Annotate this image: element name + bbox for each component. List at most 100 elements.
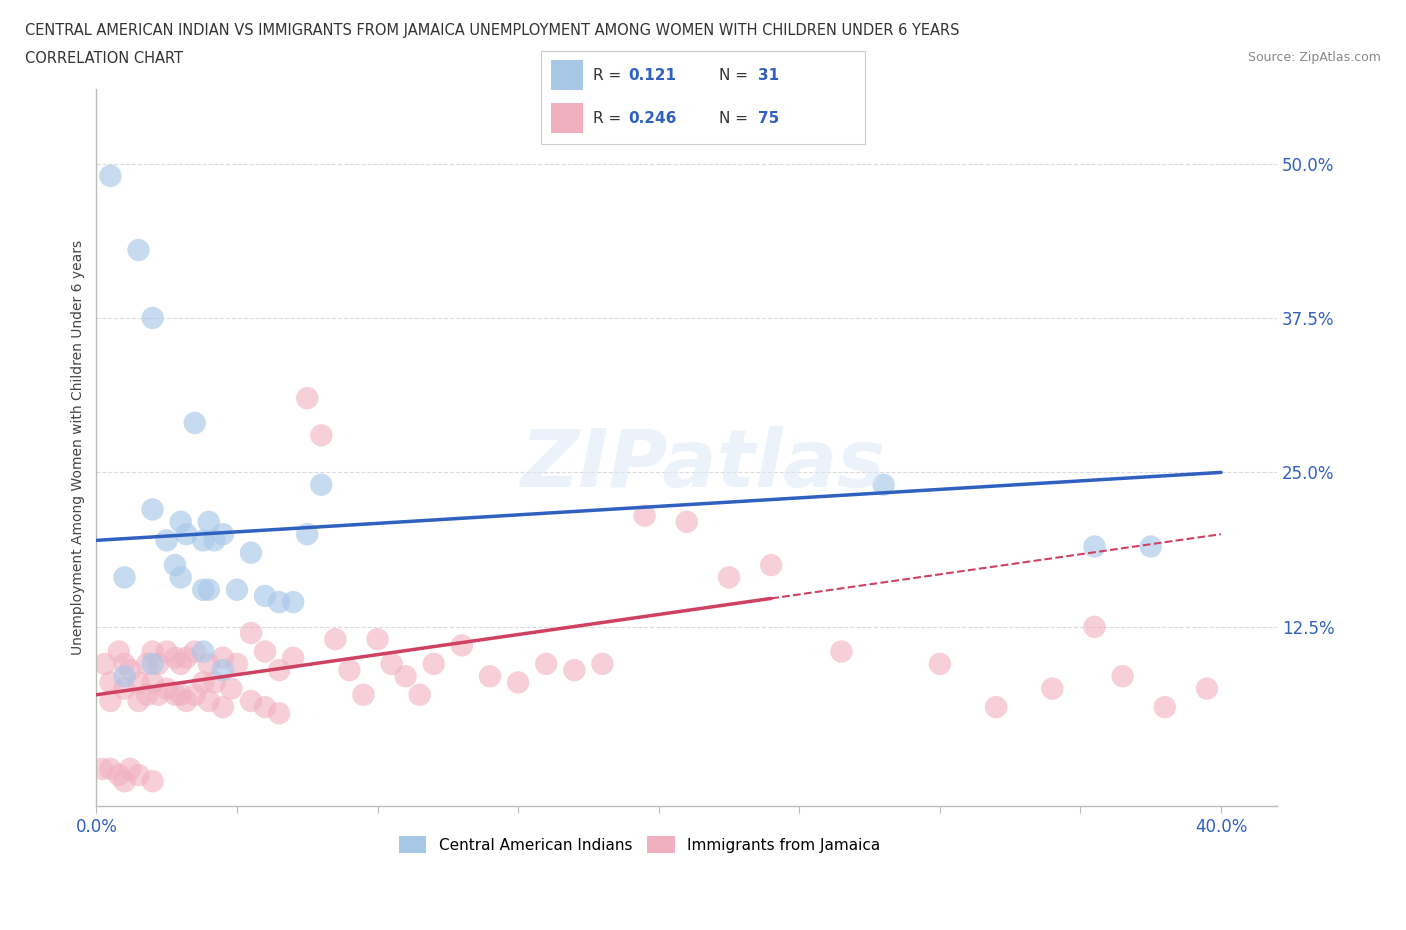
Point	[170, 570, 193, 585]
Point	[1040, 681, 1063, 696]
Point	[156, 644, 179, 659]
Point	[633, 508, 655, 523]
Point	[94, 657, 117, 671]
Point	[184, 687, 207, 702]
Point	[128, 675, 150, 690]
Point	[830, 644, 852, 659]
Point	[114, 657, 136, 671]
Point	[176, 650, 198, 665]
Point	[142, 311, 165, 325]
Point	[381, 657, 404, 671]
Point	[311, 477, 333, 492]
Point	[212, 699, 235, 714]
Point	[269, 594, 291, 609]
Point	[591, 657, 613, 671]
Point	[717, 570, 740, 585]
Point	[204, 533, 226, 548]
Point	[100, 694, 122, 709]
Point	[226, 657, 249, 671]
Point	[759, 558, 782, 573]
Point	[479, 669, 502, 684]
Point	[193, 675, 215, 690]
Point	[204, 675, 226, 690]
Point	[367, 631, 389, 646]
Point	[339, 663, 361, 678]
Point	[226, 582, 249, 597]
Point	[311, 428, 333, 443]
Point	[148, 687, 170, 702]
Text: R =: R =	[593, 111, 621, 126]
Point	[136, 657, 159, 671]
Text: 31: 31	[758, 68, 779, 83]
Point	[176, 526, 198, 541]
Point	[142, 502, 165, 517]
Point	[198, 657, 221, 671]
Point	[212, 526, 235, 541]
Point	[1083, 539, 1105, 554]
Point	[184, 644, 207, 659]
Point	[120, 762, 142, 777]
Point	[120, 663, 142, 678]
Point	[675, 514, 697, 529]
Point	[1153, 699, 1175, 714]
Point	[451, 638, 474, 653]
Point	[269, 706, 291, 721]
Point	[165, 558, 187, 573]
Point	[170, 514, 193, 529]
Point	[193, 644, 215, 659]
Point	[128, 243, 150, 258]
Point	[254, 699, 277, 714]
Point	[114, 774, 136, 789]
Text: 0.121: 0.121	[628, 68, 676, 83]
Point	[156, 681, 179, 696]
Point	[240, 545, 263, 560]
Point	[297, 526, 319, 541]
Point	[114, 669, 136, 684]
Point	[165, 687, 187, 702]
Point	[872, 477, 894, 492]
Point	[506, 675, 529, 690]
Point	[170, 687, 193, 702]
Point	[1195, 681, 1218, 696]
Text: CORRELATION CHART: CORRELATION CHART	[25, 51, 183, 66]
Point	[108, 644, 131, 659]
Point	[114, 570, 136, 585]
Point	[156, 533, 179, 548]
Text: 75: 75	[758, 111, 779, 126]
Point	[423, 657, 446, 671]
Point	[534, 657, 557, 671]
Point	[1083, 619, 1105, 634]
Point	[184, 416, 207, 431]
Text: ZIPatlas: ZIPatlas	[520, 426, 886, 504]
Point	[1139, 539, 1161, 554]
Point	[221, 681, 243, 696]
Point	[170, 657, 193, 671]
Point	[193, 582, 215, 597]
Point	[297, 391, 319, 405]
Point	[128, 694, 150, 709]
Point	[114, 681, 136, 696]
Point	[269, 663, 291, 678]
Point	[142, 657, 165, 671]
Point	[100, 168, 122, 183]
Point	[148, 657, 170, 671]
Point	[562, 663, 585, 678]
Text: CENTRAL AMERICAN INDIAN VS IMMIGRANTS FROM JAMAICA UNEMPLOYMENT AMONG WOMEN WITH: CENTRAL AMERICAN INDIAN VS IMMIGRANTS FR…	[25, 23, 960, 38]
Legend: Central American Indians, Immigrants from Jamaica: Central American Indians, Immigrants fro…	[392, 830, 886, 859]
Y-axis label: Unemployment Among Women with Children Under 6 years: Unemployment Among Women with Children U…	[72, 240, 86, 656]
Point	[128, 767, 150, 782]
Point	[984, 699, 1007, 714]
Text: 0.246: 0.246	[628, 111, 678, 126]
Point	[212, 650, 235, 665]
Point	[240, 626, 263, 641]
Point	[198, 582, 221, 597]
Point	[142, 675, 165, 690]
Point	[325, 631, 347, 646]
Point	[165, 650, 187, 665]
Point	[100, 675, 122, 690]
Point	[108, 767, 131, 782]
Point	[254, 644, 277, 659]
Bar	[551, 60, 583, 90]
Point	[142, 774, 165, 789]
Point	[176, 694, 198, 709]
